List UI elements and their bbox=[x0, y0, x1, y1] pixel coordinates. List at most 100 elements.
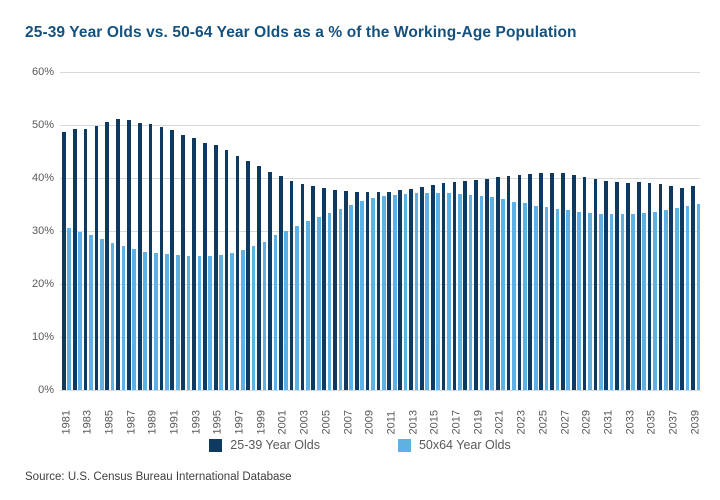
bar-50-64-2004 bbox=[316, 217, 321, 390]
bar-25-39-2036 bbox=[658, 184, 663, 390]
x-axis-tick-label-2009: 2009 bbox=[363, 410, 376, 435]
x-axis-tick-label-1983: 1983 bbox=[81, 410, 94, 435]
bar-50-64-2023 bbox=[522, 203, 527, 390]
y-axis-tick-label: 20% bbox=[31, 277, 54, 290]
bar-50-64-2010 bbox=[381, 196, 386, 390]
bar-25-39-2031 bbox=[604, 180, 609, 390]
bar-25-39-2028 bbox=[571, 174, 576, 390]
bar-25-39-2007 bbox=[344, 190, 348, 390]
bar-50-64-2018 bbox=[468, 194, 473, 390]
y-axis-tick-label: 10% bbox=[31, 330, 54, 343]
bar-25-39-2016 bbox=[441, 183, 446, 390]
bar-50-64-1984 bbox=[99, 238, 104, 390]
x-axis-tick-label-2035: 2035 bbox=[645, 410, 658, 435]
bar-25-39-1989 bbox=[148, 124, 153, 390]
bar-25-39-1997 bbox=[235, 155, 240, 390]
bar-50-64-2031 bbox=[609, 213, 614, 390]
gridline-0 bbox=[60, 389, 700, 391]
bar-25-39-2039 bbox=[691, 185, 695, 390]
bar-25-39-2023 bbox=[517, 174, 522, 390]
bar-50-64-2035 bbox=[653, 211, 657, 390]
bar-50-64-2016 bbox=[447, 193, 451, 390]
bar-25-39-2008 bbox=[354, 191, 359, 390]
bar-25-39-2021 bbox=[495, 176, 500, 390]
bar-50-64-2020 bbox=[490, 197, 495, 390]
x-axis-tick-label-2013: 2013 bbox=[407, 410, 420, 435]
bar-50-64-2015 bbox=[436, 192, 440, 390]
bar-50-64-1998 bbox=[251, 245, 256, 390]
bar-25-39-2009 bbox=[365, 192, 370, 390]
bar-50-64-2021 bbox=[501, 199, 505, 390]
x-axis-tick-label-1997: 1997 bbox=[233, 410, 246, 435]
bar-50-64-1993 bbox=[197, 256, 202, 390]
bar-50-64-2038 bbox=[685, 206, 690, 390]
bar-25-39-2030 bbox=[593, 179, 598, 390]
bar-50-64-2030 bbox=[598, 213, 603, 390]
bar-50-64-2001 bbox=[284, 231, 289, 390]
plot-area: 0% 10% 20% 30% 40% 50% 60% 1981 1983 1985 1987 1989… bbox=[32, 66, 701, 435]
bar-25-39-2033 bbox=[626, 182, 630, 390]
bar-25-39-2014 bbox=[419, 187, 424, 390]
y-axis-tick-label: 50% bbox=[31, 118, 54, 131]
bar-50-64-2029 bbox=[588, 212, 592, 390]
bar-25-39-2010 bbox=[376, 192, 381, 390]
bar-50-64-1985 bbox=[110, 242, 115, 390]
x-axis-tick-label-2007: 2007 bbox=[342, 410, 355, 435]
bar-50-64-1997 bbox=[240, 250, 245, 390]
x-axis-tick-label-2029: 2029 bbox=[580, 410, 593, 435]
bar-50-64-2034 bbox=[642, 212, 646, 390]
bar-25-39-2018 bbox=[463, 180, 468, 390]
bar-25-39-2004 bbox=[311, 186, 316, 390]
bar-25-39-2012 bbox=[398, 190, 402, 390]
bar-50-64-1994 bbox=[208, 255, 213, 390]
bar-25-39-1995 bbox=[213, 145, 218, 390]
y-axis-tick-label: 40% bbox=[31, 171, 54, 184]
x-axis-tick-label-2033: 2033 bbox=[624, 410, 637, 435]
gridline-40 bbox=[60, 177, 700, 179]
x-axis-tick-label-1981: 1981 bbox=[60, 410, 73, 435]
x-axis-tick-label-1995: 1995 bbox=[211, 410, 224, 435]
bar-50-64-2039 bbox=[696, 203, 701, 390]
x-axis-tick-label-1991: 1991 bbox=[168, 410, 181, 435]
bar-50-64-2025 bbox=[544, 207, 549, 390]
bar-25-39-1987 bbox=[127, 120, 131, 390]
bar-50-64-1995 bbox=[219, 255, 223, 390]
legend-swatch-50-64 bbox=[397, 438, 411, 452]
bar-50-64-2019 bbox=[479, 196, 484, 390]
bar-50-64-1983 bbox=[89, 235, 93, 390]
x-axis-tick-label-2019: 2019 bbox=[472, 410, 485, 435]
bar-50-64-2036 bbox=[664, 209, 668, 390]
x-axis-tick-label-1985: 1985 bbox=[103, 410, 116, 435]
bar-25-39-1983 bbox=[83, 128, 88, 390]
legend: 25-39 Year Olds 50x64 Year Olds bbox=[0, 438, 720, 452]
bar-25-39-2037 bbox=[669, 185, 674, 390]
bar-50-64-1999 bbox=[262, 241, 267, 390]
bar-25-39-2003 bbox=[300, 183, 305, 390]
x-axis-tick-label-2021: 2021 bbox=[493, 410, 506, 435]
bar-25-39-2034 bbox=[636, 182, 641, 390]
bar-50-64-2033 bbox=[631, 213, 636, 390]
bar-50-64-2037 bbox=[674, 207, 679, 390]
gridline-50 bbox=[60, 124, 700, 126]
bar-50-64-1989 bbox=[154, 253, 158, 390]
x-axis-tick-label-2031: 2031 bbox=[602, 410, 615, 435]
bar-25-39-1993 bbox=[192, 138, 196, 390]
bar-50-64-1991 bbox=[175, 255, 180, 390]
bar-25-39-2017 bbox=[452, 181, 457, 390]
bar-50-64-2006 bbox=[338, 208, 343, 390]
bar-50-64-2013 bbox=[414, 193, 419, 390]
bar-50-64-1987 bbox=[132, 249, 137, 390]
x-axis-tick-label-1993: 1993 bbox=[190, 410, 203, 435]
bar-25-39-1990 bbox=[159, 127, 164, 390]
bar-25-39-1994 bbox=[203, 142, 207, 390]
bar-25-39-2020 bbox=[485, 178, 489, 390]
bar-25-39-1982 bbox=[72, 129, 77, 390]
bar-50-64-2002 bbox=[295, 226, 299, 390]
bar-50-64-1981 bbox=[67, 227, 72, 390]
y-axis-tick-label: 30% bbox=[31, 224, 54, 237]
bar-25-39-2027 bbox=[560, 173, 565, 390]
bar-25-39-1984 bbox=[94, 125, 99, 390]
bar-25-39-2022 bbox=[506, 175, 511, 390]
bar-25-39-2001 bbox=[278, 175, 283, 390]
